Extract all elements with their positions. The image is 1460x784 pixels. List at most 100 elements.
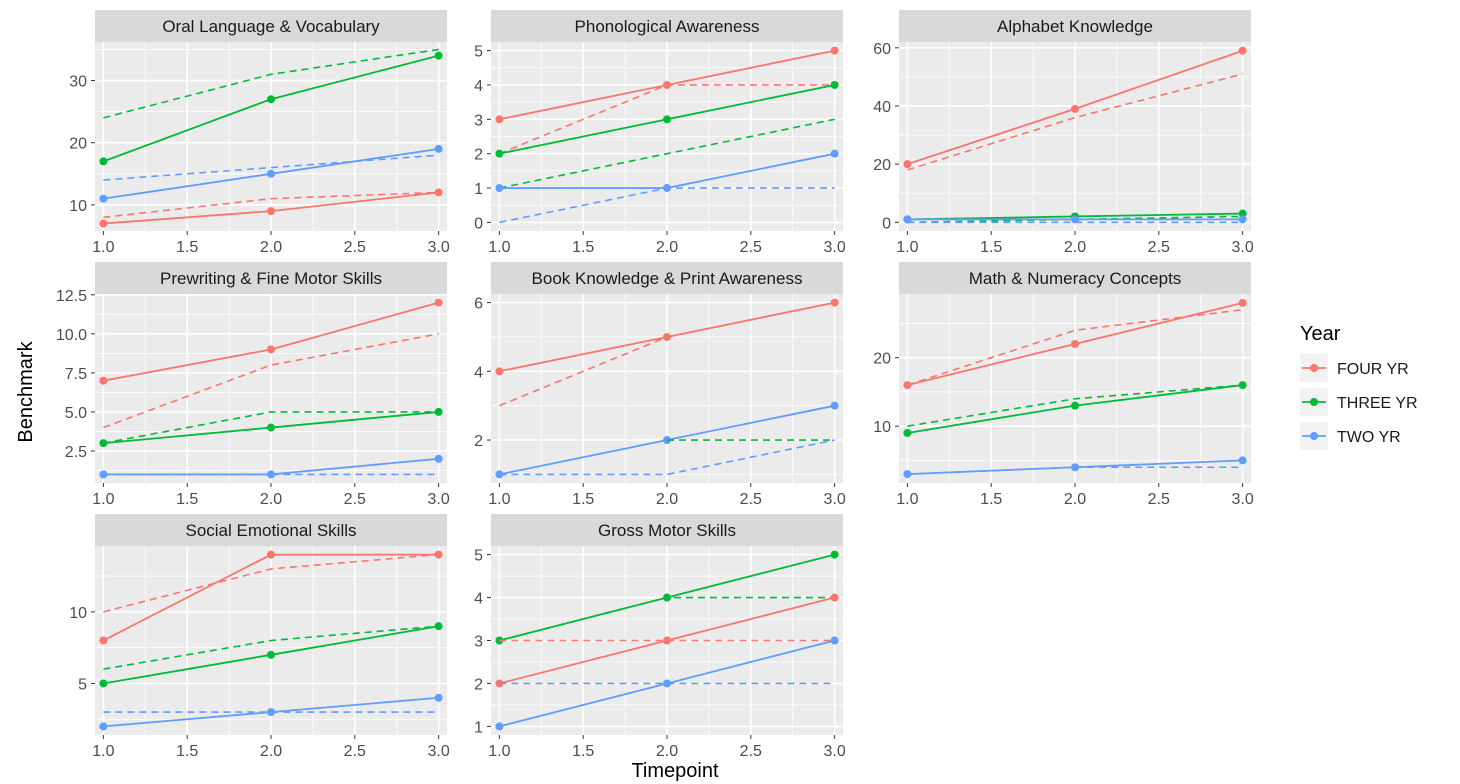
point-two-yr <box>267 169 275 178</box>
y-tick-label: 60 <box>873 41 891 58</box>
legend-key-point <box>1310 364 1318 372</box>
facet-title: Alphabet Knowledge <box>997 17 1153 36</box>
facet-panel: Book Knowledge & Print Awareness 1.0 1.5 2.… <box>474 262 846 508</box>
x-tick-label: 1.0 <box>92 239 114 256</box>
y-tick-label: 20 <box>69 136 87 153</box>
point-three-yr <box>830 550 839 559</box>
point-three-yr <box>1238 381 1247 390</box>
point-two-yr <box>434 144 443 153</box>
y-tick-label: 1 <box>474 719 483 736</box>
x-tick-label: 2.0 <box>260 239 282 256</box>
x-tick-label: 2.0 <box>1064 239 1086 256</box>
point-three-yr <box>434 407 443 416</box>
facet-panel: Gross Motor Skills 1.0 1.5 2.0 2.5 3.0 1 2 3 4 5 <box>474 514 846 760</box>
x-tick-label: 3.0 <box>1231 239 1253 256</box>
facet-panel: Social Emotional Skills 1.0 1.5 2.0 2.5 3.0 5 1… <box>69 514 450 760</box>
facet-title: Math & Numeracy Concepts <box>969 269 1182 288</box>
point-two-yr <box>1238 456 1247 465</box>
point-four-yr <box>267 550 275 559</box>
legend-key-point <box>1310 432 1318 440</box>
point-two-yr <box>267 470 275 479</box>
point-four-yr <box>434 298 443 307</box>
facet-title: Phonological Awareness <box>575 17 760 36</box>
x-tick-label: 1.5 <box>176 491 198 508</box>
point-three-yr <box>99 157 108 166</box>
x-tick-label: 2.0 <box>1064 491 1086 508</box>
x-tick-label: 1.0 <box>896 239 918 256</box>
facet-strip <box>95 262 447 294</box>
point-four-yr <box>267 345 275 354</box>
dashed-line-three-yr <box>103 625 439 670</box>
dashed-line-four-yr <box>103 333 439 429</box>
facet-title: Book Knowledge & Print Awareness <box>532 269 803 288</box>
dashed-line-two-yr <box>907 466 1243 475</box>
facet-strip <box>899 10 1251 42</box>
x-tick-label: 2.5 <box>1148 491 1170 508</box>
point-three-yr <box>830 80 839 89</box>
facet-strip <box>95 514 447 546</box>
y-tick-label: 10 <box>873 419 891 436</box>
y-tick-label: 30 <box>69 74 87 91</box>
point-two-yr <box>434 693 443 702</box>
dashed-line-three-yr <box>103 48 439 119</box>
legend-label: TWO YR <box>1337 429 1401 446</box>
point-two-yr <box>663 679 671 688</box>
point-two-yr <box>1071 215 1079 224</box>
point-four-yr <box>495 115 504 124</box>
x-tick-label: 2.5 <box>740 239 762 256</box>
x-tick-label: 1.5 <box>980 491 1002 508</box>
dashed-line-three-yr <box>907 215 1243 224</box>
x-tick-label: 2.5 <box>344 239 366 256</box>
y-tick-label: 4 <box>474 364 483 381</box>
y-tick-label: 1 <box>474 181 483 198</box>
point-four-yr <box>830 298 839 307</box>
point-four-yr <box>99 636 108 645</box>
x-tick-label: 1.5 <box>176 743 198 760</box>
x-tick-label: 3.0 <box>427 239 449 256</box>
facet-panel: Alphabet Knowledge 1.0 1.5 2.0 2.5 3.0 0 20 40 60 <box>873 10 1254 256</box>
point-two-yr <box>495 470 504 479</box>
dashed-line-three-yr <box>907 384 1243 427</box>
point-three-yr <box>663 115 671 124</box>
x-tick-label: 3.0 <box>823 239 845 256</box>
x-tick-label: 1.0 <box>92 743 114 760</box>
point-three-yr <box>99 679 108 688</box>
legend-label: FOUR YR <box>1337 361 1409 378</box>
x-tick-label: 2.0 <box>260 743 282 760</box>
point-two-yr <box>903 470 912 479</box>
point-four-yr <box>495 367 504 376</box>
dashed-line-two-yr <box>499 439 835 476</box>
point-four-yr <box>663 332 671 341</box>
point-four-yr <box>99 376 108 385</box>
point-two-yr <box>1071 463 1079 472</box>
point-four-yr <box>1071 104 1079 113</box>
point-two-yr <box>903 215 912 224</box>
dashed-line-four-yr <box>103 553 439 613</box>
point-four-yr <box>434 188 443 197</box>
x-tick-label: 1.0 <box>488 491 510 508</box>
point-three-yr <box>1238 209 1247 218</box>
point-four-yr <box>663 80 671 89</box>
facet-panel: Oral Language & Vocabulary 1.0 1.5 2.0 2.5 3.… <box>69 10 450 256</box>
point-four-yr <box>830 46 839 55</box>
legend-key-point <box>1310 398 1318 406</box>
point-four-yr <box>1238 298 1247 307</box>
point-four-yr <box>830 593 839 602</box>
x-tick-label: 1.5 <box>980 239 1002 256</box>
point-four-yr <box>1071 339 1079 348</box>
dashed-line-two-yr <box>103 154 439 181</box>
point-three-yr <box>663 593 671 602</box>
facet-title: Oral Language & Vocabulary <box>162 17 380 36</box>
facet-panel: Prewriting & Fine Motor Skills 1.0 1.5 2.0 2… <box>56 262 450 508</box>
x-tick-label: 2.0 <box>656 743 678 760</box>
y-tick-label: 10 <box>69 198 87 215</box>
point-two-yr <box>663 184 671 193</box>
y-tick-label: 4 <box>474 591 483 608</box>
x-tick-label: 2.5 <box>1148 239 1170 256</box>
dashed-line-four-yr <box>907 73 1243 171</box>
y-tick-label: 10.0 <box>56 327 87 344</box>
dashed-line-four-yr <box>103 191 439 219</box>
y-tick-label: 0 <box>474 215 483 232</box>
facet-panels: Oral Language & Vocabulary 1.0 1.5 2.0 2.5 3.… <box>56 10 1254 760</box>
y-tick-label: 10 <box>69 605 87 622</box>
